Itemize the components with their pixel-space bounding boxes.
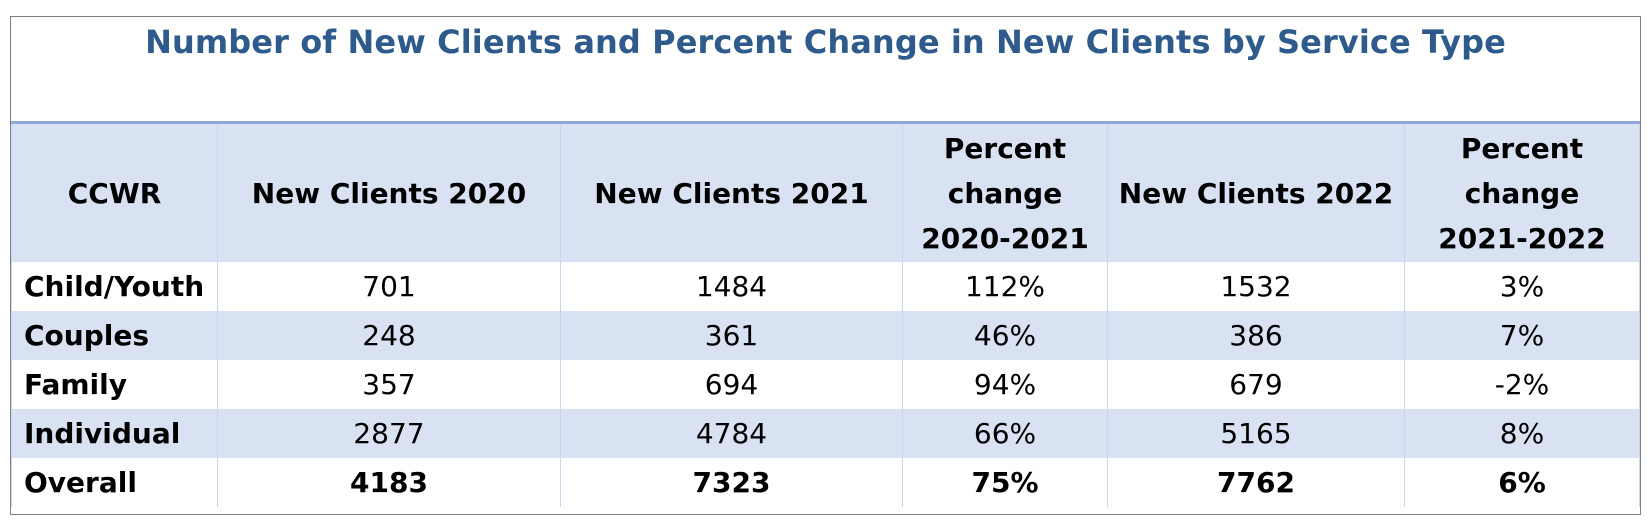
- table-cell: 4183: [217, 458, 561, 507]
- table-cell: 94%: [902, 360, 1108, 409]
- data-table: CCWR New Clients 2020 New Clients 2021 Perc…: [11, 124, 1640, 507]
- table-cell: 5165: [1107, 409, 1405, 458]
- row-label: Overall: [11, 458, 218, 507]
- column-header-line: change: [1464, 176, 1580, 210]
- column-header: New Clients 2021: [560, 124, 903, 262]
- row-label: Couples: [11, 311, 218, 360]
- column-header: Percent change 2020-2021: [902, 124, 1108, 262]
- table-cell: 357: [217, 360, 561, 409]
- table-cell: -2%: [1404, 360, 1640, 409]
- table-cell: 7%: [1404, 311, 1640, 360]
- column-header: Percent change 2021-2022: [1404, 124, 1640, 262]
- table-figure: Number of New Clients and Percent Change…: [10, 16, 1641, 515]
- column-header: New Clients 2020: [217, 124, 561, 262]
- column-header-line: Percent: [1460, 131, 1584, 165]
- table-cell: 7762: [1107, 458, 1405, 507]
- table-row: Child/Youth 701 1484 112% 1532 3%: [11, 262, 1640, 311]
- column-header: New Clients 2022: [1107, 124, 1405, 262]
- table-cell: 248: [217, 311, 561, 360]
- table-cell: 8%: [1404, 409, 1640, 458]
- column-header-line: New Clients 2020: [251, 176, 527, 210]
- table-row: Individual 2877 4784 66% 5165 8%: [11, 409, 1640, 458]
- column-header-line: change: [947, 176, 1063, 210]
- row-label: Family: [11, 360, 218, 409]
- table-title: Number of New Clients and Percent Change…: [145, 23, 1506, 61]
- column-header-line: 2020-2021: [921, 221, 1089, 255]
- table-cell: 46%: [902, 311, 1108, 360]
- column-header-line: CCWR: [67, 176, 162, 210]
- table-cell: 66%: [902, 409, 1108, 458]
- row-label: Individual: [11, 409, 218, 458]
- table-row: Couples 248 361 46% 386 7%: [11, 311, 1640, 360]
- title-area: Number of New Clients and Percent Change…: [11, 17, 1640, 124]
- table-cell: 7323: [560, 458, 903, 507]
- column-header-line: New Clients 2022: [1118, 176, 1394, 210]
- column-header-line: Percent: [943, 131, 1067, 165]
- table-cell: 75%: [902, 458, 1108, 507]
- header-row: CCWR New Clients 2020 New Clients 2021 Perc…: [11, 124, 1640, 262]
- table-cell: 694: [560, 360, 903, 409]
- table-row: Overall 4183 7323 75% 7762 6%: [11, 458, 1640, 507]
- table-cell: 2877: [217, 409, 561, 458]
- row-label: Child/Youth: [11, 262, 218, 311]
- table-cell: 1532: [1107, 262, 1405, 311]
- table-cell: 112%: [902, 262, 1108, 311]
- table-cell: 3%: [1404, 262, 1640, 311]
- table-body: Child/Youth 701 1484 112% 1532 3% Couples 248 36…: [11, 262, 1640, 507]
- column-header: CCWR: [11, 124, 218, 262]
- column-header-line: New Clients 2021: [594, 176, 869, 210]
- table-cell: 679: [1107, 360, 1405, 409]
- column-header-line: 2021-2022: [1438, 221, 1606, 255]
- table-cell: 4784: [560, 409, 903, 458]
- table-cell: 361: [560, 311, 903, 360]
- table-cell: 1484: [560, 262, 903, 311]
- table-cell: 6%: [1404, 458, 1640, 507]
- table-row: Family 357 694 94% 679 -2%: [11, 360, 1640, 409]
- table-cell: 386: [1107, 311, 1405, 360]
- table-cell: 701: [217, 262, 561, 311]
